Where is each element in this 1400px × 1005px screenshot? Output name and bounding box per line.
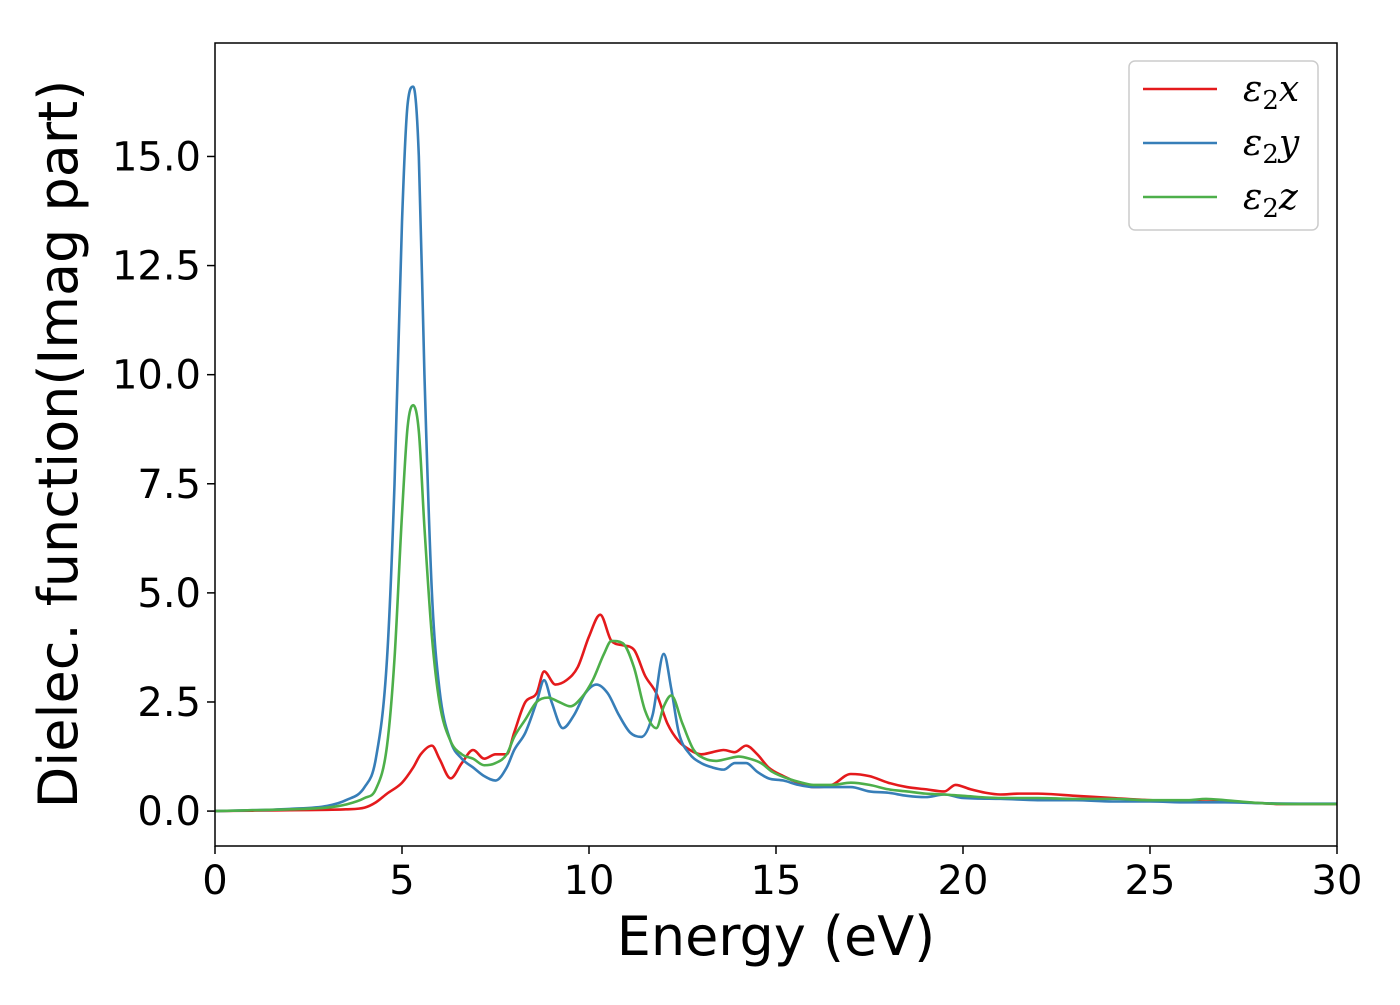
x-tick-label: 15 [751,858,802,904]
x-tick-label: 30 [1312,858,1363,904]
series-line-y [214,85,1337,813]
x-axis-ticks: 0 5 10 15 20 25 30 [202,846,1362,904]
series-layer [214,85,1337,813]
series-line-x [214,613,1337,813]
x-tick-label: 20 [938,858,989,904]
x-tick-label: 10 [564,858,615,904]
legend: ε2x ε2y ε2z [1128,60,1319,231]
y-tick-label: 0.0 [137,789,201,835]
legend-label-z: ε2z [1243,177,1299,224]
y-tick-label: 15.0 [112,134,201,180]
plot-frame [214,42,1338,847]
y-tick-label: 5.0 [137,571,201,617]
y-axis-label: Dielec. function(Imag part) [27,80,90,809]
y-axis-ticks: 0.0 2.5 5.0 7.5 10.0 12.5 15.0 [112,134,215,835]
x-axis-label: Energy (eV) [617,905,936,968]
x-tick-label: 0 [202,858,227,904]
legend-box [1128,60,1319,231]
x-tick-label: 5 [389,858,414,904]
legend-label-y: ε2y [1243,123,1300,170]
legend-label-x: ε2x [1243,69,1299,116]
x-tick-label: 25 [1125,858,1176,904]
y-tick-label: 10.0 [112,353,201,399]
y-tick-label: 2.5 [137,680,201,726]
series-line-z [214,403,1337,813]
y-tick-label: 12.5 [112,244,201,290]
y-tick-label: 7.5 [137,462,201,508]
